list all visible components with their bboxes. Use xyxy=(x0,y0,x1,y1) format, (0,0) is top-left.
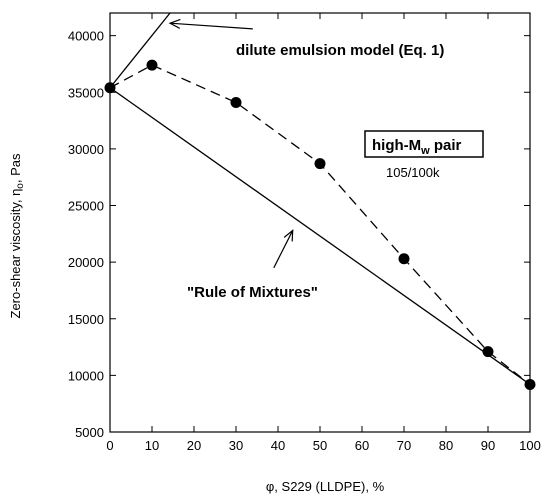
legend-box-title: high-Mw pair xyxy=(372,137,462,157)
series-0 xyxy=(110,64,530,385)
y-tick-label: 25000 xyxy=(68,199,104,214)
y-tick-label: 15000 xyxy=(68,312,104,327)
x-tick-label: 80 xyxy=(439,438,453,453)
series-1 xyxy=(110,87,530,385)
annotation-arrow-line xyxy=(273,230,294,269)
y-tick-label: 5000 xyxy=(75,425,104,440)
annotation-arrow-head xyxy=(168,18,181,29)
x-tick-label: 30 xyxy=(229,438,243,453)
x-tick-label: 70 xyxy=(397,438,411,453)
data-point xyxy=(482,346,494,358)
x-tick-label: 40 xyxy=(271,438,285,453)
x-tick-label: 10 xyxy=(145,438,159,453)
y-tick-label: 10000 xyxy=(68,368,104,383)
y-tick-label: 30000 xyxy=(68,142,104,157)
legend-box-detail: 105/100k xyxy=(386,165,440,180)
annotation-arrow-line xyxy=(170,22,253,30)
y-axis-title: Zero-shear viscosity, ηo, Pas xyxy=(8,153,26,318)
y-tick-label: 40000 xyxy=(68,29,104,44)
series-line-0 xyxy=(110,64,530,385)
y-tick-label: 20000 xyxy=(68,255,104,270)
series-2 xyxy=(110,13,171,89)
dilute-emulsion-label: dilute emulsion model (Eq. 1) xyxy=(236,42,444,59)
data-point xyxy=(230,96,242,108)
data-point xyxy=(314,158,326,170)
series-line-2 xyxy=(110,13,171,89)
plot-frame xyxy=(109,12,531,433)
data-point xyxy=(146,59,158,71)
annotation-arrow-head xyxy=(283,229,294,242)
x-tick-label: 60 xyxy=(355,438,369,453)
series-line-1 xyxy=(110,87,530,385)
x-axis-title: φ, S229 (LLDPE), % xyxy=(266,479,385,494)
data-point xyxy=(398,253,410,265)
y-tick-label: 35000 xyxy=(68,85,104,100)
x-tick-label: 20 xyxy=(187,438,201,453)
rule-of-mixtures-label: "Rule of Mixtures" xyxy=(187,284,318,301)
legend-box xyxy=(364,130,484,158)
x-tick-label: 50 xyxy=(313,438,327,453)
x-tick-label: 100 xyxy=(519,438,541,453)
x-tick-label: 90 xyxy=(481,438,495,453)
x-tick-label: 0 xyxy=(106,438,113,453)
